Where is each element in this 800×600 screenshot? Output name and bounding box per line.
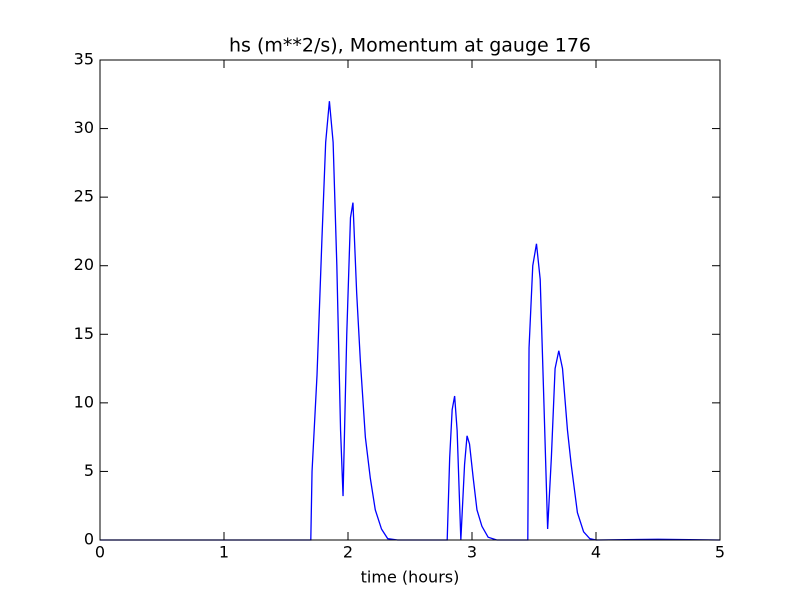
x-tick-label: 1: [219, 543, 229, 562]
x-tick-label: 5: [715, 543, 725, 562]
y-tick-label: 35: [74, 50, 94, 69]
y-tick-label: 5: [84, 461, 94, 480]
chart-title: hs (m**2/s), Momentum at gauge 176: [229, 35, 591, 57]
y-tick-label: 20: [74, 255, 94, 274]
x-tick-label: 2: [343, 543, 353, 562]
x-tick-label: 0: [95, 543, 105, 562]
y-tick-label: 0: [84, 530, 94, 549]
y-tick-label: 25: [74, 187, 94, 206]
x-tick-label: 3: [467, 543, 477, 562]
y-tick-label: 10: [74, 392, 94, 411]
y-tick-label: 15: [74, 324, 94, 343]
plot-frame: [99, 59, 721, 541]
x-axis-label: time (hours): [361, 568, 460, 587]
x-tick-label: 4: [591, 543, 601, 562]
y-tick-label: 30: [74, 118, 94, 137]
